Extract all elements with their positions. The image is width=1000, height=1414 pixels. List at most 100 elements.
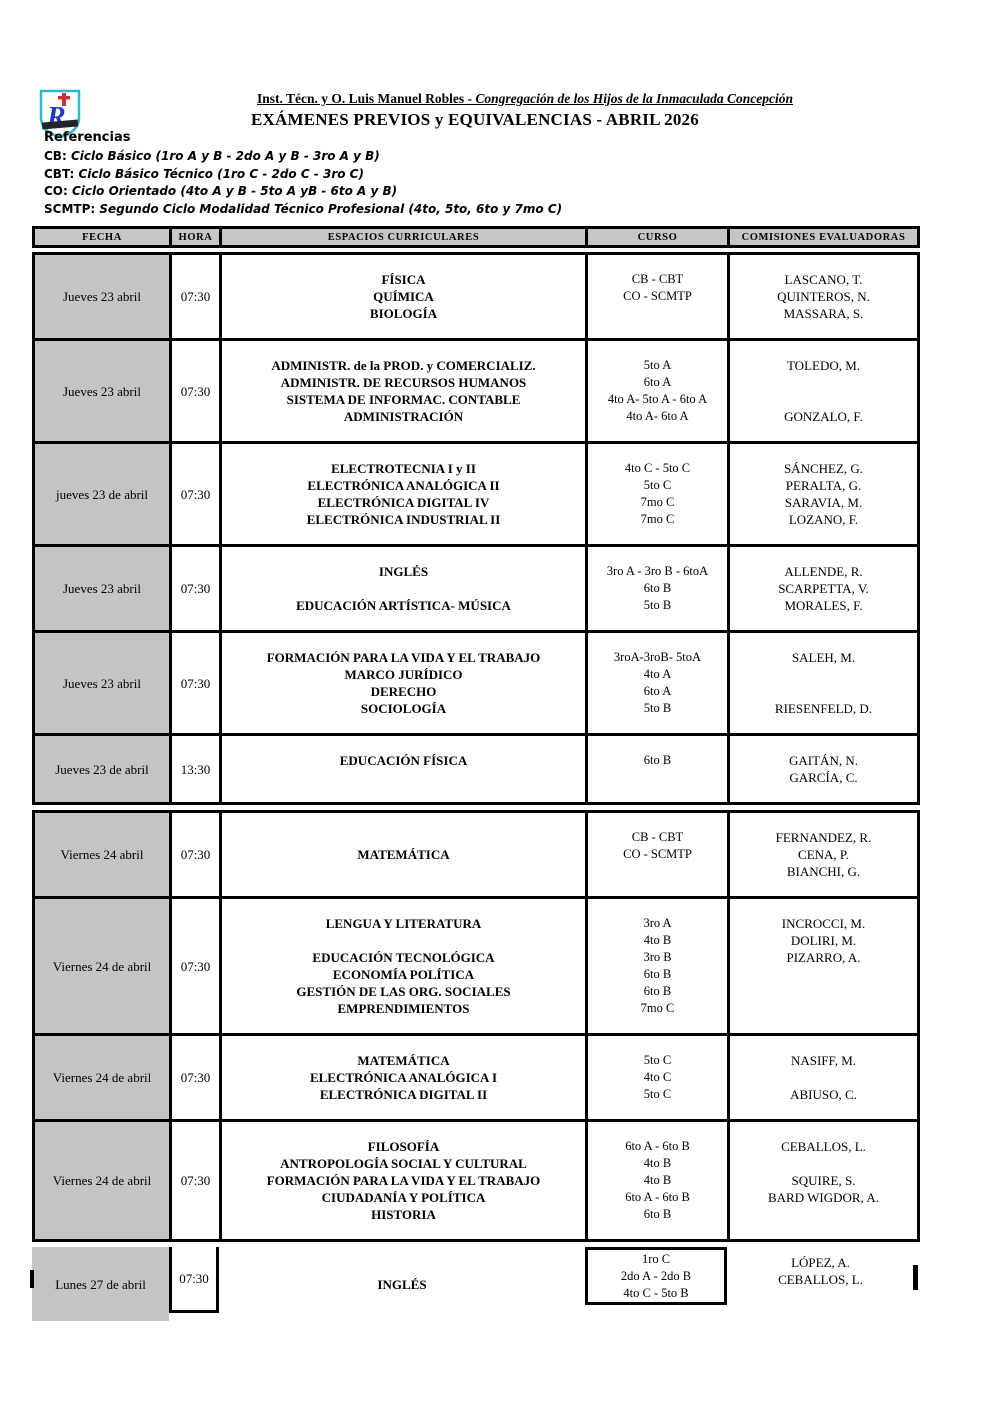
espacios-line: FÍSICA — [381, 272, 426, 287]
comisiones-line — [822, 1155, 825, 1172]
espacios-cell: FORMACIÓN PARA LA VIDA Y EL TRABAJO MARCO… — [222, 633, 588, 733]
hora-cell: 07:30 — [172, 1122, 222, 1239]
curso-line: 5to C — [643, 1053, 672, 1067]
page-edge-mark-left — [30, 1270, 34, 1288]
comisiones-cell: NASIFF, M. ABIUSO, C. — [730, 1036, 917, 1119]
comisiones-cell: INCROCCI, M. DOLIRI, M. PIZARRO, A. — [730, 899, 917, 1033]
curso-line: 6to B — [643, 967, 672, 981]
espacios-line: ELECTRÓNICA ANALÓGICA II — [307, 478, 500, 493]
curso-line: CB - CBT — [631, 272, 684, 286]
hora-cell: 07:30 — [172, 255, 222, 338]
table-row: Viernes 24 de abril 07:30 MATEMÁTICA ELECTR… — [35, 1036, 917, 1122]
table-block: Viernes 24 abril 07:30 MATEMÁTICA CB - CB… — [32, 810, 920, 1242]
curso-line: 6to A — [643, 375, 672, 389]
comisiones-line: PERALTA, G. — [785, 478, 862, 493]
curso-line: 4to C - 5to B — [623, 1285, 689, 1300]
logo-banner — [41, 119, 79, 130]
hora-line: 07:30 — [179, 1271, 209, 1286]
comisiones-cell: SALEH, M. RIESENFELD, D. — [730, 633, 917, 733]
espacios-line: ELECTRÓNICA DIGITAL II — [319, 1087, 488, 1102]
espacios-line: ADMINISTRACIÓN — [343, 409, 464, 424]
comisiones-line — [822, 666, 825, 683]
espacios-line: INGLÉS — [377, 1276, 427, 1292]
reference-label: CBT: — [44, 166, 75, 181]
table-row: jueves 23 de abril 07:30 ELECTROTECNIA I y… — [35, 444, 917, 547]
comisiones-line: FERNANDEZ, R. — [775, 830, 872, 845]
espacios-line: DERECHO — [370, 684, 437, 699]
espacios-line: CIUDADANÍA Y POLÍTICA — [321, 1190, 486, 1205]
comisiones-line: ABIUSO, C. — [790, 1087, 857, 1102]
comisiones-line — [822, 1000, 825, 1017]
hora-cell: 07:30 — [172, 444, 222, 544]
hora-line: 07:30 — [180, 1070, 211, 1085]
congregation-name: Congregación de los Hijos de la Inmacula… — [475, 91, 794, 106]
comisiones-line: BIANCHI, G. — [786, 864, 861, 879]
curso-cell: 3ro A - 3ro B - 6toA 6to B 5to B — [588, 547, 730, 630]
espacios-line: ELECTRÓNICA ANALÓGICA I — [309, 1070, 498, 1085]
curso-line — [656, 769, 659, 786]
espacios-line: EMPRENDIMIENTOS — [337, 1001, 470, 1016]
comisiones-line — [822, 683, 825, 700]
espacios-line — [402, 829, 405, 846]
comisiones-line: DOLIRI, M. — [790, 933, 857, 948]
curso-line: 4to C — [643, 1070, 672, 1084]
column-header: ESPACIOS CURRICULARES — [222, 229, 588, 245]
comisiones-line — [822, 1206, 825, 1223]
fecha-line: Jueves 23 abril — [63, 675, 141, 691]
comisiones-line: SQUIRE, S. — [791, 1173, 856, 1188]
curso-line: 4to A — [643, 667, 672, 681]
hora-line: 07:30 — [180, 581, 211, 596]
fecha-line: Jueves 23 abril — [63, 581, 141, 596]
curso-line: 4to B — [643, 1156, 672, 1170]
espacios-line — [402, 932, 405, 949]
espacios-line — [402, 863, 405, 880]
hora-line: 07:30 — [180, 1173, 211, 1188]
comisiones-line: SÁNCHEZ, G. — [783, 461, 864, 476]
fecha-cell: Jueves 23 abril — [35, 255, 172, 338]
comisiones-line: INCROCCI, M. — [781, 916, 866, 931]
curso-line: CB - CBT — [631, 830, 684, 844]
hora-cell: 07:30 — [169, 1247, 219, 1313]
espacios-line — [402, 769, 405, 786]
espacios-cell: ELECTROTECNIA I y II ELECTRÓNICA ANALÓGIC… — [222, 444, 588, 544]
comisiones-line — [822, 374, 825, 391]
curso-line: 6to B — [643, 753, 672, 767]
fecha-cell: Jueves 23 abril — [35, 633, 172, 733]
espacios-cell: FILOSOFÍA ANTROPOLOGÍA SOCIAL Y CULTURAL F… — [222, 1122, 588, 1239]
hora-line: 07:30 — [180, 383, 211, 399]
curso-line: 5to B — [643, 598, 672, 612]
column-header: COMISIONES EVALUADORAS — [730, 229, 917, 245]
curso-line — [656, 305, 659, 322]
comisiones-line: CENA, P. — [798, 847, 849, 862]
table-row: Viernes 24 de abril 07:30 FILOSOFÍA ANTROPO… — [35, 1122, 917, 1239]
comisiones-line: LÓPEZ, A. — [791, 1255, 850, 1270]
espacios-line: MATEMÁTICA — [357, 1053, 450, 1068]
column-header: HORA — [172, 229, 222, 245]
espacios-cell: MATEMÁTICA ELECTRÓNICA ANALÓGICA I ELECTRÓ… — [222, 1036, 588, 1119]
espacios-cell: MATEMÁTICA — [222, 813, 588, 896]
espacios-cell: EDUCACIÓN FÍSICA — [222, 736, 588, 802]
comisiones-line: CEBALLOS, L. — [781, 1139, 866, 1154]
comisiones-line — [822, 966, 825, 983]
curso-line: 6to A - 6to B — [625, 1190, 690, 1204]
comisiones-line: SARAVIA, M. — [784, 495, 863, 510]
comisiones-line: GONZALO, F. — [784, 409, 863, 424]
espacios-line: ADMINISTR. de la PROD. y COMERCIALIZ. — [271, 358, 536, 373]
espacios-line: FILOSOFÍA — [367, 1139, 440, 1154]
schedule-table: FECHA HORA ESPACIOS CURRICULARES CURSO COMIS… — [30, 226, 920, 1321]
fecha-cell: Jueves 23 abril — [35, 547, 172, 630]
fecha-line: Jueves 23 abril — [63, 289, 141, 304]
espacios-line: EDUCACIÓN TECNOLÓGICA — [312, 950, 495, 965]
institution-line: Inst. Técn. y O. Luis Manuel Robles - Co… — [120, 91, 930, 107]
fecha-line: jueves 23 de abril — [55, 486, 149, 502]
espacios-line: ELECTROTECNIA I y II — [331, 461, 476, 476]
reference-item: CB: Ciclo Básico (1ro A y B - 2do A y B … — [44, 148, 562, 166]
fecha-line: Viernes 24 de abril — [52, 1070, 152, 1085]
comisiones-line: BARD WIGDOR, A. — [768, 1190, 879, 1205]
curso-line: 5to C — [643, 1087, 672, 1101]
curso-line: 6to B — [643, 984, 672, 998]
comisiones-line: NASIFF, M. — [790, 1053, 857, 1068]
comisiones-line: LASCANO, T. — [784, 272, 863, 287]
curso-line: 3ro B — [643, 950, 672, 964]
curso-line: 5to A — [643, 358, 672, 372]
